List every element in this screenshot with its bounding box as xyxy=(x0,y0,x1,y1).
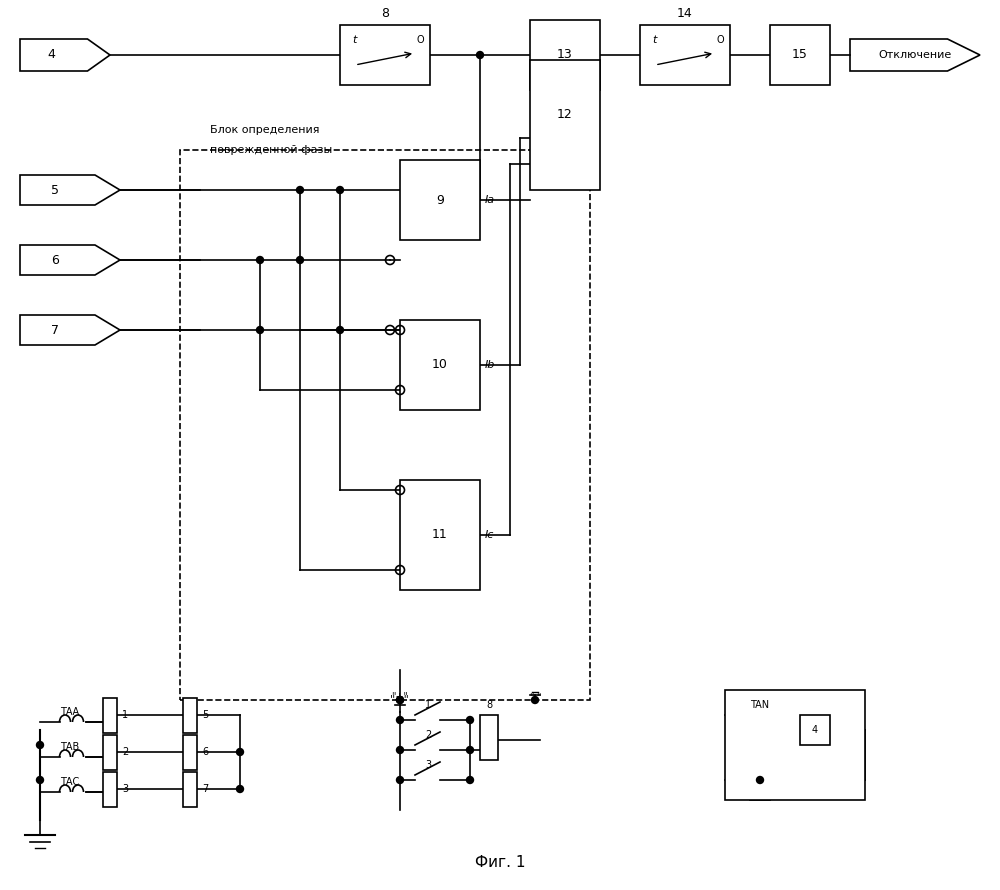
Bar xyxy=(800,715,830,745)
Text: "+": "+" xyxy=(390,695,410,705)
Text: Фиг. 1: Фиг. 1 xyxy=(475,855,525,870)
Text: O: O xyxy=(716,35,724,45)
Text: 1: 1 xyxy=(122,710,128,720)
Circle shape xyxy=(256,327,264,334)
Circle shape xyxy=(466,716,474,724)
Bar xyxy=(103,735,117,770)
Text: 7: 7 xyxy=(51,323,59,336)
Bar xyxy=(183,735,197,770)
Circle shape xyxy=(477,52,484,59)
Text: 5: 5 xyxy=(51,183,59,197)
Text: 11: 11 xyxy=(432,529,448,541)
Bar xyxy=(103,698,117,733)
Bar xyxy=(770,25,830,85)
Text: ТАС: ТАС xyxy=(60,777,80,787)
Text: t: t xyxy=(352,35,356,45)
Circle shape xyxy=(396,747,404,754)
Text: 4: 4 xyxy=(48,48,55,61)
Bar xyxy=(183,772,197,807)
Bar xyxy=(340,25,430,85)
Circle shape xyxy=(296,187,304,193)
Text: 6: 6 xyxy=(202,747,208,757)
Text: 10: 10 xyxy=(432,359,448,371)
Bar xyxy=(183,698,197,733)
Text: 8: 8 xyxy=(381,7,389,20)
Circle shape xyxy=(532,697,538,703)
Bar xyxy=(480,715,498,760)
Circle shape xyxy=(396,697,404,703)
Text: 13: 13 xyxy=(557,48,573,61)
Text: TAN: TAN xyxy=(750,700,770,710)
Circle shape xyxy=(296,256,304,263)
Circle shape xyxy=(237,748,244,756)
Text: "-": "-" xyxy=(529,692,541,702)
Text: поврежденной фазы: поврежденной фазы xyxy=(210,145,332,155)
Text: 2: 2 xyxy=(122,747,128,757)
Text: Блок определения: Блок определения xyxy=(210,125,320,135)
Bar xyxy=(400,160,480,240)
Text: 4: 4 xyxy=(812,725,818,735)
Bar xyxy=(180,150,590,700)
Circle shape xyxy=(757,776,764,783)
Text: 8: 8 xyxy=(486,700,492,710)
Text: 9: 9 xyxy=(436,193,444,206)
Bar xyxy=(640,25,730,85)
Text: "+": "+" xyxy=(392,692,409,702)
Bar xyxy=(103,772,117,807)
Bar xyxy=(400,480,480,590)
Text: Ia: Ia xyxy=(485,195,495,205)
Text: 3: 3 xyxy=(425,760,431,770)
Circle shape xyxy=(396,776,404,783)
Bar xyxy=(725,690,865,800)
Circle shape xyxy=(237,786,244,792)
Text: 5: 5 xyxy=(202,710,208,720)
Text: 6: 6 xyxy=(51,254,59,266)
Text: ТАА: ТАА xyxy=(60,707,80,717)
Bar xyxy=(530,60,600,190)
Text: 14: 14 xyxy=(677,7,693,20)
Circle shape xyxy=(336,187,344,193)
Text: 12: 12 xyxy=(557,109,573,122)
Text: ТАВ: ТАВ xyxy=(60,742,80,752)
Circle shape xyxy=(396,716,404,724)
Text: 1: 1 xyxy=(425,700,431,710)
Circle shape xyxy=(36,776,44,783)
Text: O: O xyxy=(416,35,424,45)
Bar xyxy=(530,20,600,90)
Text: 2: 2 xyxy=(425,730,431,740)
Text: Ic: Ic xyxy=(485,530,494,540)
Text: Ib: Ib xyxy=(485,360,495,370)
Text: 3: 3 xyxy=(122,784,128,794)
Text: 7: 7 xyxy=(202,784,208,794)
Circle shape xyxy=(36,741,44,748)
Text: Отключение: Отключение xyxy=(878,50,952,60)
Circle shape xyxy=(256,256,264,263)
Circle shape xyxy=(466,747,474,754)
Circle shape xyxy=(336,327,344,334)
Text: t: t xyxy=(652,35,656,45)
Text: 15: 15 xyxy=(792,48,808,61)
Circle shape xyxy=(396,697,404,703)
Circle shape xyxy=(466,776,474,783)
Bar xyxy=(400,320,480,410)
